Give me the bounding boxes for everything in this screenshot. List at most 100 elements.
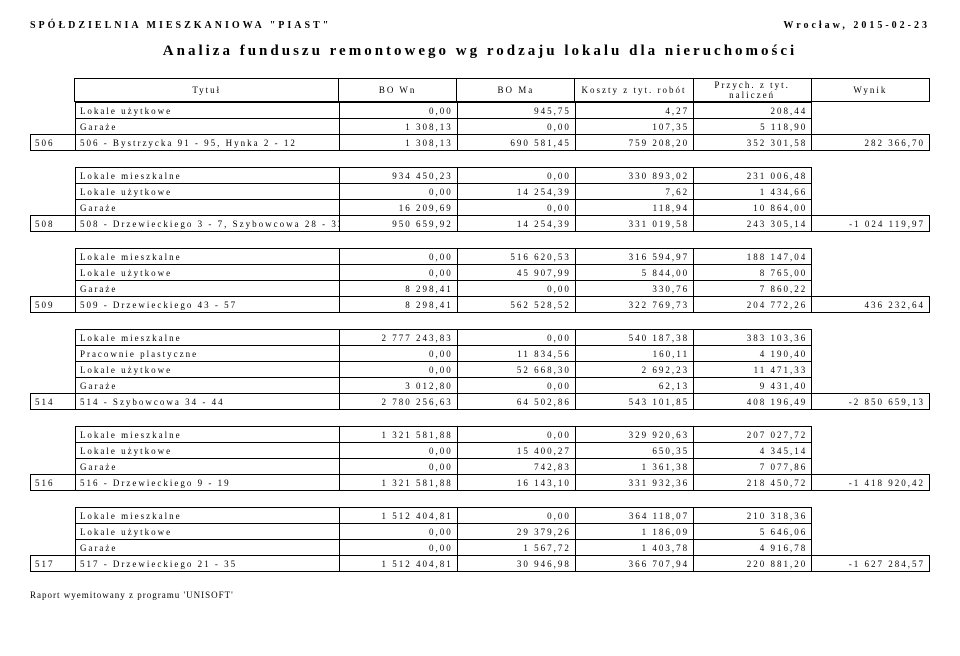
col-header: Przych. z tyt. naliczeń [693,79,811,102]
row-label: Garaże [75,200,339,216]
summary-value: 1 512 404,81 [339,556,457,572]
table-row: Garaże0,001 567,721 403,784 916,78 [31,540,930,556]
row-value: 15 400,27 [457,443,575,459]
row-value: 945,75 [457,103,575,119]
summary-value: -1 418 920,42 [812,475,930,491]
table-row: Garaże16 209,690,00118,9410 864,00 [31,200,930,216]
row-label: Lokale użytkowe [75,184,339,200]
summary-label: 509 - Drzewieckiego 43 - 57 [75,297,339,313]
row-value: 52 668,30 [457,362,575,378]
row-value: 5 646,06 [694,524,812,540]
summary-value: 366 707,94 [575,556,693,572]
row-value: 934 450,23 [339,168,457,184]
section-table: Lokale mieszkalne1 512 404,810,00364 118… [30,507,930,572]
summary-value: 1 308,13 [339,135,457,151]
table-row: Lokale mieszkalne1 512 404,810,00364 118… [31,508,930,524]
summary-value: 331 019,58 [575,216,693,232]
summary-value: 2 780 256,63 [339,394,457,410]
table-row: Lokale użytkowe0,0014 254,397,621 434,66 [31,184,930,200]
col-header: BO Ma [457,79,575,102]
row-label: Lokale użytkowe [75,103,339,119]
row-value: 330,76 [575,281,693,297]
row-label: Lokale mieszkalne [75,508,339,524]
summary-value: 204 772,26 [694,297,812,313]
row-value: 0,00 [457,119,575,135]
summary-label: 506 - Bystrzycka 91 - 95, Hynka 2 - 12 [75,135,339,151]
summary-value: -2 850 659,13 [812,394,930,410]
table-row: Lokale mieszkalne0,00516 620,53316 594,9… [31,249,930,265]
summary-value: 218 450,72 [694,475,812,491]
row-value: 107,35 [575,119,693,135]
row-value: 7 860,22 [694,281,812,297]
col-header: Tytuł [75,79,339,102]
row-value: 16 209,69 [339,200,457,216]
row-value: 7,62 [575,184,693,200]
row-value: 160,11 [575,346,693,362]
summary-row: 517517 - Drzewieckiego 21 - 351 512 404,… [31,556,930,572]
col-header: BO Wn [339,79,457,102]
table-row: Lokale użytkowe0,00945,754,27208,44 [31,103,930,119]
row-value: 0,00 [339,346,457,362]
summary-row: 509509 - Drzewieckiego 43 - 578 298,4156… [31,297,930,313]
row-value: 29 379,26 [457,524,575,540]
row-value: 4,27 [575,103,693,119]
row-value: 11 471,33 [694,362,812,378]
section-table: Lokale użytkowe0,00945,754,27208,44Garaż… [30,102,930,151]
section-table: Lokale mieszkalne1 321 581,880,00329 920… [30,426,930,491]
summary-label: 514 - Szybowcowa 34 - 44 [75,394,339,410]
col-header: Wynik [811,79,929,102]
summary-value: 220 881,20 [694,556,812,572]
summary-label: 517 - Drzewieckiego 21 - 35 [75,556,339,572]
table-row: Pracownie plastyczne0,0011 834,56160,114… [31,346,930,362]
summary-value: 408 196,49 [694,394,812,410]
row-value: 540 187,38 [575,330,693,346]
row-label: Garaże [75,378,339,394]
row-value: 383 103,36 [694,330,812,346]
summary-code: 517 [31,556,76,572]
row-value: 1 434,66 [694,184,812,200]
row-value: 5 844,00 [575,265,693,281]
table-row: Lokale mieszkalne934 450,230,00330 893,0… [31,168,930,184]
row-value: 0,00 [339,265,457,281]
row-value: 0,00 [339,362,457,378]
row-value: 4 190,40 [694,346,812,362]
table-row: Lokale użytkowe0,0029 379,261 186,095 64… [31,524,930,540]
row-label: Lokale mieszkalne [75,427,339,443]
row-value: 10 864,00 [694,200,812,216]
row-value: 2 777 243,83 [339,330,457,346]
summary-label: 516 - Drzewieckiego 9 - 19 [75,475,339,491]
summary-value: 759 208,20 [575,135,693,151]
summary-value: 322 769,73 [575,297,693,313]
row-value: 4 916,78 [694,540,812,556]
row-value: 742,83 [457,459,575,475]
row-value: 2 692,23 [575,362,693,378]
row-value: 1 308,13 [339,119,457,135]
row-value: 9 431,40 [694,378,812,394]
row-value: 14 254,39 [457,184,575,200]
row-value: 210 318,36 [694,508,812,524]
row-value: 0,00 [457,330,575,346]
row-value: 4 345,14 [694,443,812,459]
summary-value: 562 528,52 [457,297,575,313]
table-row: Garaże1 308,130,00107,355 118,90 [31,119,930,135]
row-label: Garaże [75,540,339,556]
row-value: 330 893,02 [575,168,693,184]
summary-value: 64 502,86 [457,394,575,410]
summary-value: 243 305,14 [694,216,812,232]
section-table: Lokale mieszkalne0,00516 620,53316 594,9… [30,248,930,313]
tables-container: TytułBO WnBO MaKoszty z tyt. robótPrzych… [30,78,930,572]
row-label: Lokale użytkowe [75,362,339,378]
summary-row: 508508 - Drzewieckiego 3 - 7, Szybowcowa… [31,216,930,232]
row-value: 0,00 [339,103,457,119]
section-table: Lokale mieszkalne2 777 243,830,00540 187… [30,329,930,410]
row-value: 118,94 [575,200,693,216]
row-value: 0,00 [339,524,457,540]
row-value: 1 321 581,88 [339,427,457,443]
row-value: 207 027,72 [694,427,812,443]
summary-code: 516 [31,475,76,491]
row-label: Lokale użytkowe [75,524,339,540]
summary-code: 508 [31,216,76,232]
row-value: 0,00 [457,168,575,184]
summary-row: 506506 - Bystrzycka 91 - 95, Hynka 2 - 1… [31,135,930,151]
summary-value: 543 101,85 [575,394,693,410]
